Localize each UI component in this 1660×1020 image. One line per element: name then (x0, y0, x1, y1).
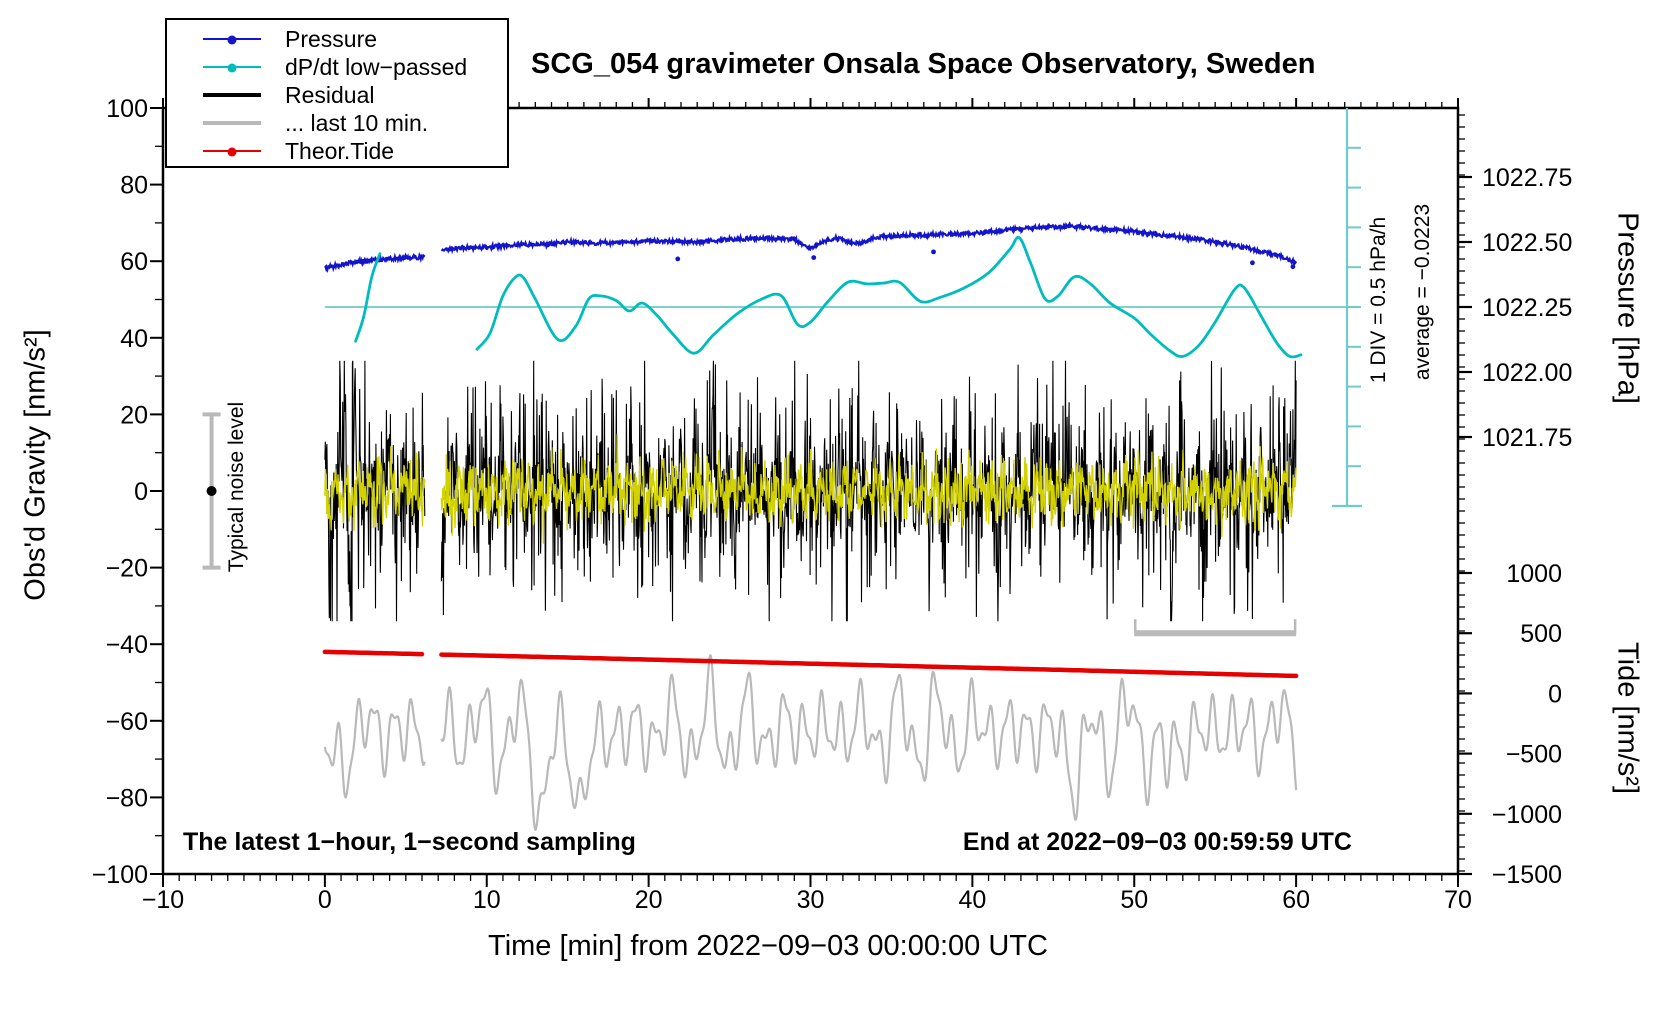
legend-line-swatch (203, 121, 261, 125)
legend-item-label: dP/dt low−passed (285, 53, 468, 80)
svg-text:1022.00: 1022.00 (1482, 359, 1572, 387)
pressure-outlier-dot (811, 255, 817, 260)
legend-item: Pressure (203, 25, 507, 53)
legend-dot-marker (227, 35, 237, 45)
pressure-tick-labels: 1022.75 1022.50 1022.25 1022.00 1021.75 (1482, 164, 1572, 452)
legend-line-swatch (203, 63, 261, 73)
svg-text:−60: −60 (106, 708, 148, 736)
end-time-note: End at 2022−09−03 00:59:59 UTC (962, 828, 1352, 856)
svg-text:0: 0 (1548, 680, 1562, 708)
svg-text:100: 100 (106, 95, 148, 123)
y-right-ticks (1458, 114, 1472, 876)
svg-text:80: 80 (120, 172, 148, 200)
pressure-outlier-dot (1250, 260, 1255, 266)
legend-item: dP/dt low−passed (203, 53, 507, 81)
svg-text:40: 40 (958, 886, 986, 914)
svg-text:60: 60 (1282, 886, 1310, 914)
svg-text:20: 20 (120, 401, 148, 429)
legend-item: Theor.Tide (203, 137, 507, 165)
tide-tick-labels: 1000 500 0 −500 −1000 −1500 (1492, 560, 1562, 889)
svg-text:−500: −500 (1506, 741, 1562, 769)
residual-overlay-series (324, 434, 1297, 544)
svg-text:−1500: −1500 (1492, 861, 1562, 889)
pressure-outlier-dot (1290, 264, 1296, 270)
average-note: average = −0.0223 (1411, 203, 1434, 381)
svg-text:−100: −100 (92, 861, 148, 889)
svg-text:1022.75: 1022.75 (1482, 164, 1572, 192)
svg-text:50: 50 (1120, 886, 1148, 914)
sampling-note: The latest 1−hour, 1−second sampling (183, 828, 636, 856)
legend-item: ... last 10 min. (203, 109, 507, 137)
dpdt-series (354, 235, 1303, 359)
x-axis-title: Time [min] from 2022−09−03 00:00:00 UTC (488, 930, 1048, 962)
noise-level-marker (202, 412, 221, 570)
pressure-outlier-dot (675, 256, 681, 262)
page-title: SCG_054 gravimeter Onsala Space Observat… (531, 48, 1316, 80)
svg-text:0: 0 (134, 478, 148, 506)
y-left-tick-labels: 100 80 60 40 20 0 −20 −40 −60 −80 −100 (92, 95, 148, 889)
div-scale-note: 1 DIV = 0.5 hPa/h (1367, 216, 1390, 384)
legend-item-label: Residual (285, 81, 375, 108)
svg-text:−80: −80 (106, 784, 148, 812)
legend-dot-marker (227, 147, 237, 157)
pressure-series (324, 221, 1298, 274)
svg-text:60: 60 (120, 248, 148, 276)
y-left-ticks (150, 107, 163, 875)
tide-series (322, 649, 1299, 679)
svg-text:0: 0 (318, 886, 332, 914)
pressure-outlier-dot (931, 249, 936, 255)
legend-line-swatch (203, 147, 261, 157)
svg-text:30: 30 (797, 886, 825, 914)
svg-text:10: 10 (473, 886, 501, 914)
svg-text:−20: −20 (106, 555, 148, 583)
legend-item-label: ... last 10 min. (285, 109, 429, 136)
svg-text:1022.25: 1022.25 (1482, 294, 1572, 322)
noise-level-label: Typical noise level (225, 401, 248, 573)
legend-line-swatch (203, 93, 261, 97)
tide-axis-title: Tide [nm/s²] (1611, 641, 1644, 795)
svg-text:−10: −10 (142, 886, 184, 914)
svg-text:70: 70 (1444, 886, 1472, 914)
legend-item-label: Pressure (285, 25, 378, 52)
legend: Pressure dP/dt low−passed Residual... last… (165, 18, 509, 168)
residual-series (324, 360, 1297, 622)
svg-text:20: 20 (635, 886, 663, 914)
left-axis-title: Obs'd Gravity [nm/s²] (19, 329, 52, 601)
svg-text:−40: −40 (106, 631, 148, 659)
svg-text:1022.50: 1022.50 (1482, 229, 1572, 257)
svg-text:500: 500 (1520, 620, 1562, 648)
x-axis-tick-labels: −10 0 10 20 30 40 50 60 70 (142, 886, 1472, 914)
dpdt-ruler (324, 108, 1362, 508)
legend-rows: Pressure dP/dt low−passed Residual... last… (167, 25, 507, 165)
last10-series (323, 654, 1298, 831)
pressure-axis-title: Pressure [hPa] (1611, 212, 1644, 404)
legend-item-label: Theor.Tide (285, 137, 395, 164)
legend-line-swatch (203, 35, 261, 45)
svg-text:40: 40 (120, 325, 148, 353)
legend-item: Residual (203, 81, 507, 109)
legend-dot-marker (227, 63, 237, 73)
last10-window-bar (1134, 619, 1297, 637)
svg-text:1021.75: 1021.75 (1482, 424, 1572, 452)
svg-text:−1000: −1000 (1492, 801, 1562, 829)
svg-text:1000: 1000 (1506, 560, 1562, 588)
